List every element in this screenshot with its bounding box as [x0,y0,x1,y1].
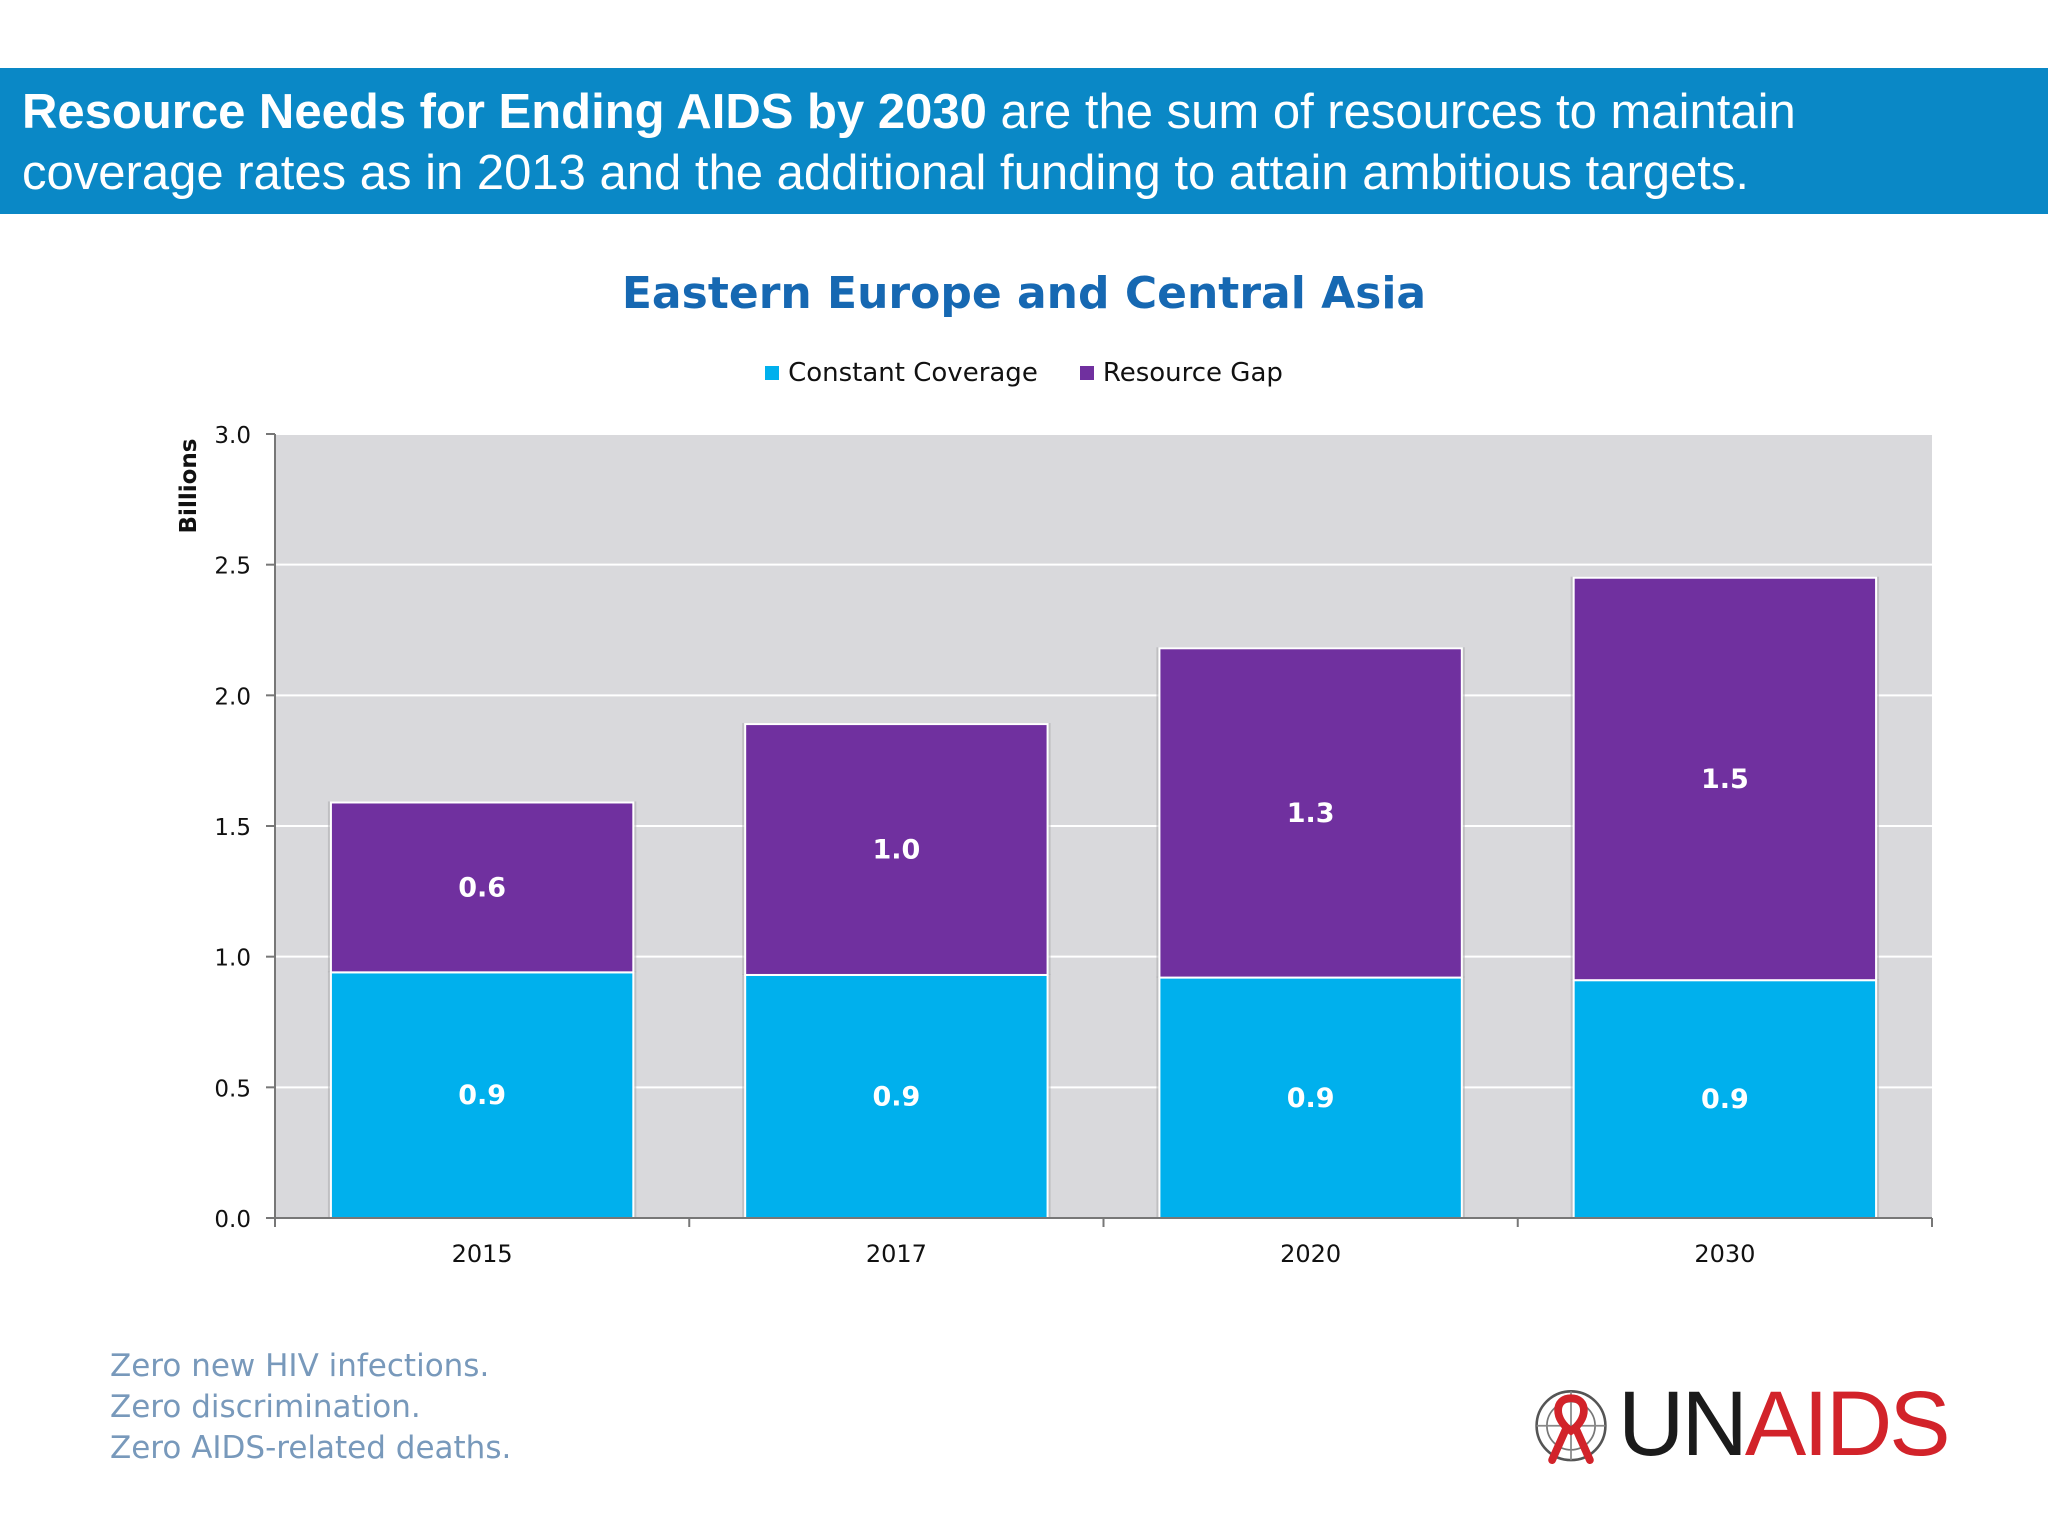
bars-group [327,576,1880,1220]
header-line-1-rest: are the sum of resources to maintain [986,85,1796,139]
legend-label-resource-gap: Resource Gap [1102,358,1283,388]
logo-un-text: UN [1618,1373,1748,1475]
bar-segment [744,723,1049,976]
red-ribbon-un-emblem-icon [1535,1390,1607,1464]
logo-wordmark: UNAIDS [1618,1373,1951,1475]
legend-swatch-constant-coverage [765,366,780,380]
x-tick-label: 2020 [1280,1240,1341,1268]
header-bold-text: Resource Needs for Ending AIDS by 2030 [22,85,987,139]
data-label: 0.9 [1701,1084,1749,1115]
logo-aids-text: AIDS [1744,1373,1951,1475]
data-label: 1.5 [1701,764,1749,795]
legend-swatch-resource-gap [1079,366,1094,380]
tagline-line-1: Zero new HIV infections. [110,1348,490,1384]
header-line-2: coverage rates as in 2013 and the additi… [22,146,1750,200]
y-tick-label: 1.0 [214,946,251,972]
footer-tagline: Zero new HIV infections. Zero discrimina… [110,1346,511,1469]
legend-item-resource-gap: Resource Gap [1079,358,1283,388]
bar-segment [1572,576,1878,982]
legend-item-constant-coverage: Constant Coverage [765,358,1038,388]
tick-labels-group: 0.0 0.5 1.0 1.5 2.0 2.5 3.0 0.9 0.6 2015 0.9 1.0 201… [214,423,1755,1268]
tagline-line-2: Zero discrimination. [110,1389,421,1425]
data-label: 0.9 [1287,1083,1335,1114]
chart-title: Eastern Europe and Central Asia [621,268,1427,319]
bar-segment [1158,647,1463,979]
unaids-logo: UNAIDS [1528,1373,1951,1475]
legend-label-constant-coverage: Constant Coverage [788,358,1038,388]
bar-segment [329,971,635,1220]
x-tick-label: 2030 [1694,1240,1755,1268]
x-tick-label: 2017 [866,1240,927,1268]
bar-segment [1158,976,1463,1219]
tagline-line-3: Zero AIDS-related deaths. [110,1430,512,1466]
data-label: 0.9 [872,1081,920,1112]
header-line-1: Resource Needs for Ending AIDS by 2030 a… [22,82,2024,143]
stacked-bar-chart: 0.0 0.5 1.0 1.5 2.0 2.5 3.0 0.9 0.6 2015 0.9 1.0 201… [176,423,1933,1268]
x-tick-label: 2015 [452,1240,513,1268]
data-label: 0.6 [458,872,506,903]
data-label: 0.9 [458,1080,506,1111]
data-label: 1.3 [1287,798,1335,829]
y-axis-label: Billions [176,439,202,534]
y-tick-label: 2.5 [214,554,251,580]
data-label: 1.0 [872,835,920,866]
chart-legend: Constant Coverage Resource Gap [0,358,2048,388]
axes-group [266,433,1933,1227]
y-tick-label: 2.0 [214,684,251,710]
y-tick-label: 0.5 [214,1076,251,1102]
y-tick-label: 0.0 [214,1207,251,1233]
y-tick-label: 3.0 [214,423,251,449]
header-banner: Resource Needs for Ending AIDS by 2030 a… [0,68,2048,214]
bar-segment [744,973,1049,1220]
bar-segment [329,801,635,974]
y-tick-label: 1.5 [214,815,251,841]
bar-segment [1572,979,1878,1219]
